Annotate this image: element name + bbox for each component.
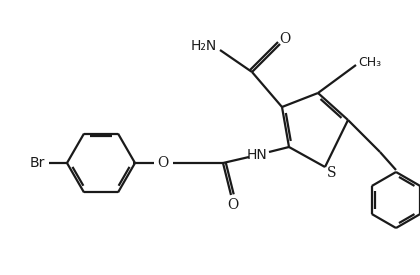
Text: Br: Br — [29, 156, 45, 170]
Text: HN: HN — [247, 148, 268, 162]
Text: O: O — [158, 156, 168, 170]
Text: H₂N: H₂N — [191, 39, 217, 53]
Text: CH₃: CH₃ — [358, 56, 381, 68]
Text: O: O — [227, 198, 239, 212]
Text: S: S — [327, 166, 337, 180]
Text: O: O — [279, 32, 291, 46]
